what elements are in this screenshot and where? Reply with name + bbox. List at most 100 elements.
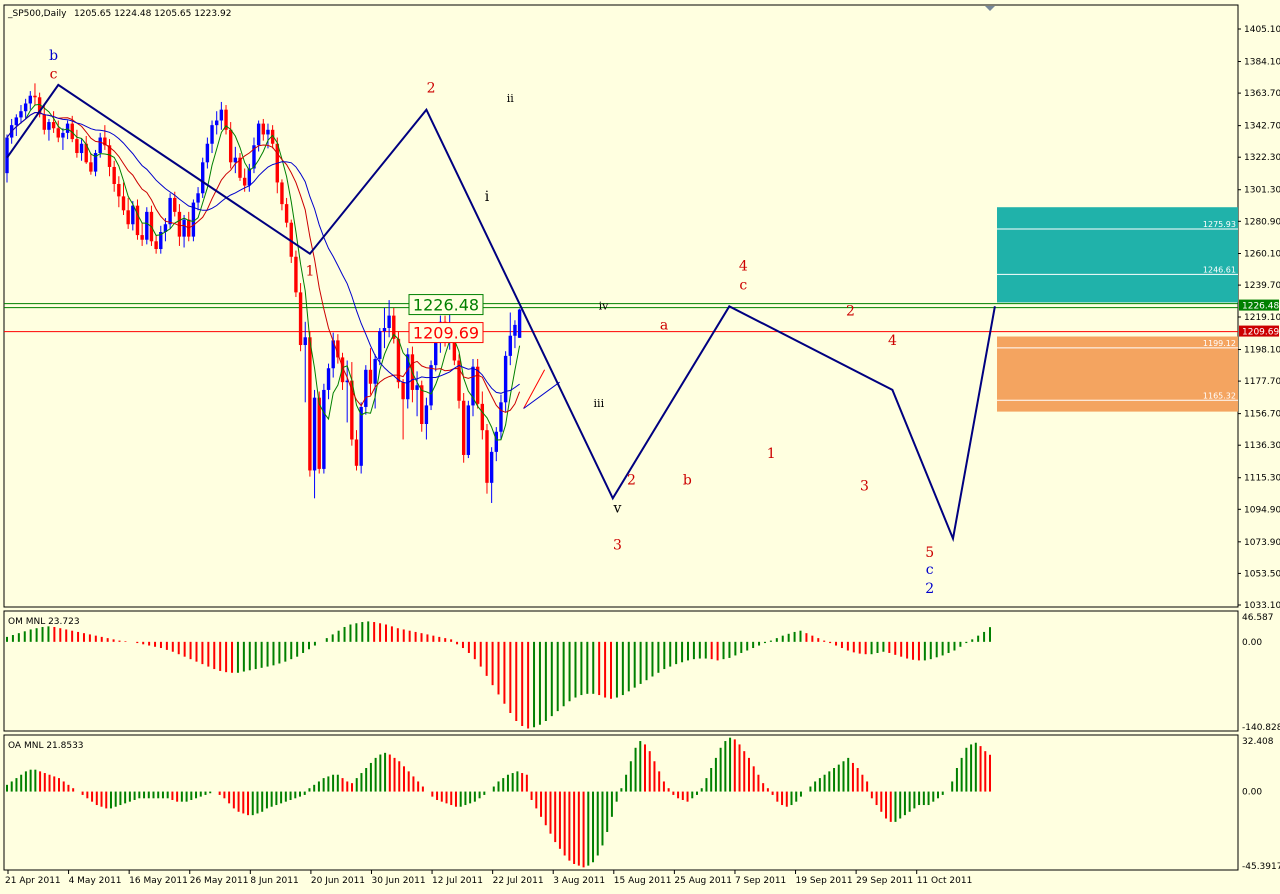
wave-label: 4 bbox=[888, 333, 897, 349]
candle-body bbox=[140, 235, 144, 240]
candle-body bbox=[196, 193, 200, 203]
candle-body bbox=[266, 129, 270, 135]
wave-label: 2 bbox=[846, 304, 855, 320]
candle-body bbox=[396, 338, 401, 383]
candle-body bbox=[480, 403, 485, 431]
oa-tick-label: -45.3917 bbox=[1242, 862, 1280, 872]
candle-body bbox=[289, 222, 293, 257]
candle-body bbox=[51, 122, 56, 129]
x-tick-label: 7 Sep 2011 bbox=[735, 876, 786, 886]
candle-body bbox=[112, 166, 116, 184]
candle-body bbox=[503, 355, 508, 403]
wave-label: 3 bbox=[613, 537, 622, 553]
om-tick-label: 46.587 bbox=[1242, 613, 1274, 623]
moving-averages bbox=[6, 103, 560, 441]
candle-body bbox=[359, 406, 363, 466]
x-tick-label: 21 Apr 2011 bbox=[5, 876, 61, 886]
candle-body bbox=[434, 341, 438, 366]
candle-body bbox=[485, 430, 489, 483]
candle-body bbox=[145, 211, 149, 240]
candle-body bbox=[429, 365, 433, 406]
candle-body bbox=[70, 123, 74, 140]
y-tick-label: 1177.70 bbox=[1244, 377, 1280, 387]
header-symbol: _SP500,Daily bbox=[7, 9, 67, 19]
om-histogram: 46.587 0.00 -140.828 bbox=[6, 613, 1280, 733]
wave-label: iv bbox=[599, 299, 610, 312]
hline-label: 1209.69 bbox=[413, 324, 479, 343]
wave-label: 3 bbox=[860, 479, 869, 495]
candle-body bbox=[163, 224, 168, 232]
candle-body bbox=[317, 397, 321, 469]
candle-body bbox=[494, 431, 498, 452]
candle-body bbox=[373, 358, 377, 384]
candle-body bbox=[33, 95, 37, 98]
candle-body bbox=[517, 309, 522, 338]
candle-body bbox=[14, 117, 19, 126]
wave-path bbox=[6, 83, 996, 543]
candle-body bbox=[401, 382, 405, 400]
candle-body bbox=[312, 397, 317, 471]
wave-label: 5 bbox=[925, 545, 934, 561]
x-tick-label: 30 Jun 2011 bbox=[371, 876, 425, 886]
candle-body bbox=[210, 125, 214, 144]
y-tick-label: 1239.70 bbox=[1244, 281, 1280, 291]
x-tick-label: 20 Jun 2011 bbox=[311, 876, 365, 886]
candle-body bbox=[242, 177, 247, 186]
candle-body bbox=[247, 168, 252, 186]
candle-body bbox=[392, 315, 396, 339]
price-tag-label: 1226.48 bbox=[1242, 302, 1279, 312]
candle-body bbox=[326, 368, 331, 390]
y-tick-label: 1301.30 bbox=[1244, 186, 1280, 196]
wave-label: c bbox=[50, 67, 58, 83]
wave-label: b bbox=[683, 472, 692, 488]
wave-label: c bbox=[926, 562, 934, 578]
y-tick-label: 1053.50 bbox=[1244, 569, 1280, 579]
candle-body bbox=[252, 145, 256, 169]
shift-marker-icon[interactable] bbox=[985, 6, 995, 11]
wave-label: 4 bbox=[739, 259, 748, 275]
candle-body bbox=[61, 132, 65, 138]
y-tick-label: 1198.10 bbox=[1244, 346, 1280, 356]
candle-body bbox=[471, 366, 475, 406]
x-tick-label: 15 Aug 2011 bbox=[614, 876, 672, 886]
candle-body bbox=[322, 389, 326, 469]
candle-body bbox=[205, 143, 210, 163]
candle-body bbox=[135, 205, 140, 236]
candle-body bbox=[182, 219, 186, 237]
y-tick-label: 1342.70 bbox=[1244, 122, 1280, 132]
candle-body bbox=[387, 315, 391, 328]
candle-body bbox=[19, 111, 23, 118]
candle-body bbox=[406, 354, 410, 400]
candle-body bbox=[191, 202, 196, 237]
candle-body bbox=[215, 120, 219, 126]
candle-body bbox=[98, 137, 102, 154]
main-panel-frame bbox=[3, 4, 1239, 608]
candle-body bbox=[75, 139, 79, 154]
target-box-1 bbox=[997, 336, 1238, 412]
wave-label: v bbox=[612, 500, 621, 516]
candle-body bbox=[354, 439, 359, 466]
candle-body bbox=[154, 241, 158, 250]
y-tick-label: 1219.10 bbox=[1244, 313, 1280, 323]
wave-label: 2 bbox=[925, 581, 934, 597]
candle-body bbox=[499, 402, 503, 432]
candle-body bbox=[364, 369, 368, 407]
candle-body bbox=[513, 324, 517, 336]
om-panel-frame bbox=[3, 610, 1239, 732]
candle-body bbox=[280, 182, 284, 205]
wave-label: 1 bbox=[767, 446, 776, 462]
y-tick-label: 1156.70 bbox=[1244, 410, 1280, 420]
target-level-label: 1246.61 bbox=[1203, 265, 1236, 274]
candle-body bbox=[461, 400, 466, 455]
x-tick-label: 16 May 2011 bbox=[129, 876, 188, 886]
candle-body bbox=[350, 380, 354, 440]
candle-body bbox=[28, 95, 32, 104]
candle-body bbox=[89, 162, 93, 172]
wave-label: 1 bbox=[305, 263, 314, 279]
candle-body bbox=[298, 292, 303, 346]
y-tick-label: 1073.90 bbox=[1244, 538, 1280, 548]
om-tick-label: 0.00 bbox=[1242, 638, 1262, 648]
price-axis: 1405.10 1384.10 1363.70 1342.70 1322.30 1301.… bbox=[1238, 25, 1280, 611]
candle-body bbox=[415, 385, 419, 390]
